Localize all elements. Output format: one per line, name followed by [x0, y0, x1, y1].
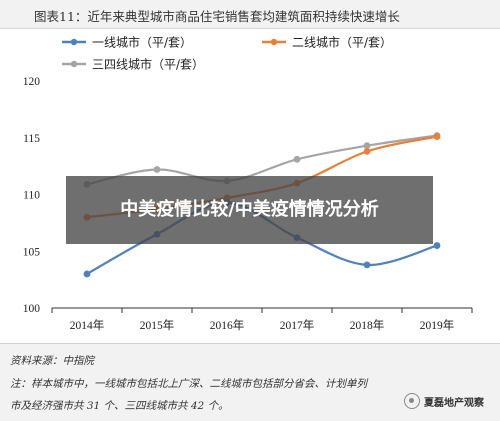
y-tick-label-1: 100: [23, 303, 41, 315]
title-bar: 图表11：近年来典型城市商品住宅销售套均建筑面积持续快速增长: [0, 0, 500, 29]
series-line-3: [86, 134, 438, 186]
legend-label-2: 二线城市（平/套）: [292, 35, 392, 50]
y-tick-label-5: 120: [23, 76, 41, 88]
series-2-point-6: [433, 133, 441, 141]
x-tick-label-3: 2016年: [210, 318, 245, 332]
y-tick-label-3: 110: [23, 190, 40, 202]
series-2-point-5: [363, 147, 371, 155]
series-3-point-4: [293, 155, 301, 163]
series-3-point-2: [153, 166, 161, 173]
legend-marker-3: [70, 60, 78, 68]
note-line-2: 市及经济强市共 31 个、三四线城市共 42 个。: [10, 400, 229, 412]
x-tick-label-4: 2017年: [280, 318, 315, 332]
source-text: 资料来源：中指院: [10, 355, 94, 367]
series-1-point-1: [83, 270, 91, 278]
x-tick-label-1: 2014年: [70, 318, 105, 332]
overlay-text: 中美疫情比较/中美疫情情况分析: [120, 199, 379, 220]
wechat-icon: [404, 393, 420, 409]
series-1-point-6: [433, 242, 441, 249]
series-1-point-5: [363, 261, 371, 269]
x-tick-label-5: 2018年: [350, 318, 385, 332]
chart-title: 图表11：近年来典型城市商品住宅销售套均建筑面积持续快速增长: [34, 9, 400, 24]
x-tick-label-6: 2019年: [420, 318, 455, 332]
legend-label-1: 一线城市（平/套）: [92, 35, 192, 50]
series-3-point-5: [363, 142, 371, 150]
legend-marker-1: [70, 38, 78, 46]
legend-label-3: 三四线城市（平/套）: [92, 57, 204, 72]
footer-divider: [0, 343, 500, 344]
y-tick-label-2: 105: [23, 246, 41, 258]
source-notes: 资料来源：中指院 注：样本城市中，一线城市包括北上广深、二线城市包括部分省会、计…: [0, 344, 500, 421]
y-tick-label-4: 115: [23, 133, 40, 145]
overlay-banner: 中美疫情比较/中美疫情情况分析: [66, 176, 433, 244]
brand-watermark: 夏磊地产观察: [404, 391, 484, 411]
brand-name: 夏磊地产观察: [424, 397, 484, 409]
note-line-1: 注：样本城市中，一线城市包括北上广深、二线城市包括部分省会、计划单列: [10, 378, 367, 390]
legend-marker-2: [270, 38, 278, 46]
x-tick-label-2: 2015年: [140, 318, 175, 332]
